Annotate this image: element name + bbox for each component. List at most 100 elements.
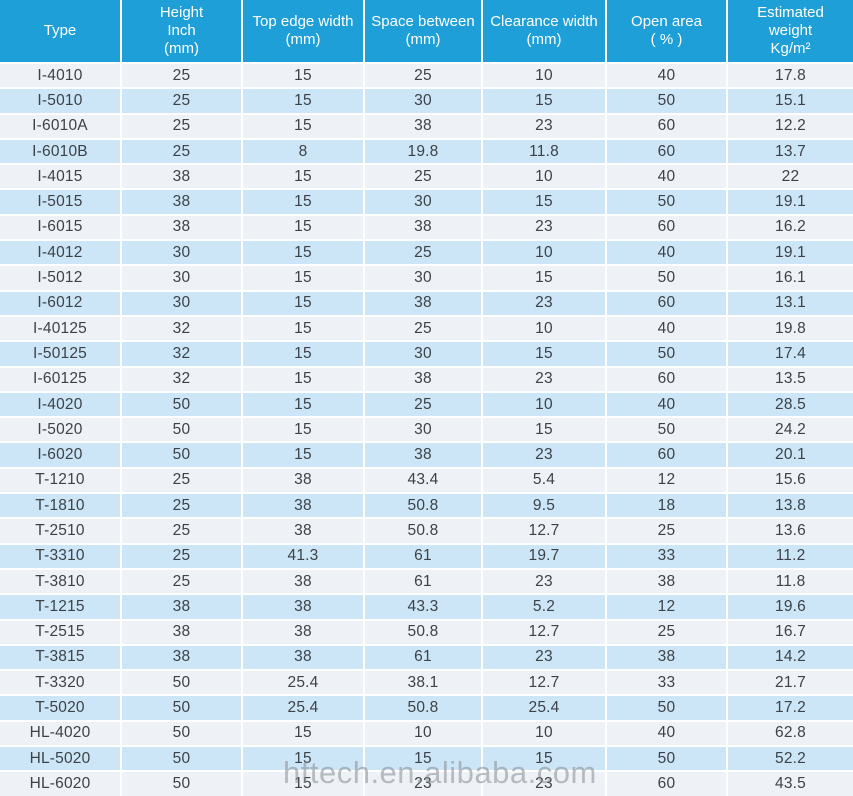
value-cell: 38 (122, 645, 241, 670)
value-cell: 61 (365, 544, 481, 568)
value-cell: 15 (483, 190, 605, 214)
value-cell: 13.5 (728, 367, 853, 391)
value-cell: 25 (122, 519, 241, 543)
value-cell: 38 (365, 215, 481, 240)
table-header-row: Type Height Inch (mm) Top edge width (mm… (0, 0, 853, 62)
type-cell: T-2515 (0, 620, 120, 644)
value-cell: 12.7 (483, 671, 605, 695)
value-cell: 50 (122, 671, 241, 695)
column-header-space-between: Space between (mm) (365, 0, 481, 62)
value-cell: 23 (483, 772, 605, 796)
value-cell: 30 (122, 266, 241, 290)
value-cell: 15 (483, 89, 605, 113)
value-cell: 60 (607, 215, 726, 240)
value-cell: 14.2 (728, 645, 853, 670)
value-cell: 33 (607, 544, 726, 568)
value-cell: 25 (122, 544, 241, 568)
value-cell: 38 (365, 291, 481, 315)
value-cell: 20.1 (728, 443, 853, 467)
value-cell: 24.2 (728, 418, 853, 442)
value-cell: 50 (607, 747, 726, 771)
value-cell: 38 (243, 645, 363, 670)
value-cell: 50 (122, 747, 241, 771)
type-cell: I-5015 (0, 190, 120, 214)
value-cell: 60 (607, 291, 726, 315)
value-cell: 38 (122, 165, 241, 189)
value-cell: 23 (483, 114, 605, 138)
value-cell: 22 (728, 165, 853, 189)
value-cell: 23 (483, 367, 605, 391)
type-cell: I-6020 (0, 443, 120, 467)
value-cell: 52.2 (728, 747, 853, 771)
value-cell: 38 (607, 645, 726, 670)
value-cell: 60 (607, 139, 726, 164)
value-cell: 30 (365, 190, 481, 214)
value-cell: 40 (607, 316, 726, 341)
value-cell: 38 (365, 114, 481, 138)
value-cell: 10 (483, 165, 605, 189)
value-cell: 23 (483, 291, 605, 315)
value-cell: 10 (483, 64, 605, 88)
table-row: T-3310 25 41.3 61 19.7 33 11.2 (0, 544, 853, 568)
value-cell: 25 (365, 316, 481, 341)
value-cell: 38 (365, 443, 481, 467)
type-cell: I-40125 (0, 316, 120, 341)
value-cell: 60 (607, 114, 726, 138)
table-row: I-6010A 25 15 38 23 60 12.2 (0, 114, 853, 138)
value-cell: 19.6 (728, 595, 853, 619)
type-cell: T-3310 (0, 544, 120, 568)
value-cell: 60 (607, 367, 726, 391)
value-cell: 50 (122, 392, 241, 417)
value-cell: 38 (243, 595, 363, 619)
value-cell: 40 (607, 64, 726, 88)
table-row: I-6010B 25 8 19.8 11.8 60 13.7 (0, 139, 853, 164)
value-cell: 8 (243, 139, 363, 164)
value-cell: 15 (243, 114, 363, 138)
value-cell: 19.7 (483, 544, 605, 568)
value-cell: 41.3 (243, 544, 363, 568)
value-cell: 50.8 (365, 494, 481, 518)
value-cell: 43.5 (728, 772, 853, 796)
value-cell: 50 (607, 418, 726, 442)
value-cell: 50.8 (365, 519, 481, 543)
table-row: I-40125 32 15 25 10 40 19.8 (0, 316, 853, 341)
column-header-clearance-width: Clearance width (mm) (483, 0, 605, 62)
value-cell: 30 (122, 241, 241, 265)
value-cell: 19.8 (365, 139, 481, 164)
value-cell: 38 (243, 519, 363, 543)
value-cell: 38 (243, 468, 363, 493)
value-cell: 40 (607, 392, 726, 417)
table-row: I-6012 30 15 38 23 60 13.1 (0, 291, 853, 315)
value-cell: 23 (483, 569, 605, 594)
table-row: T-3810 25 38 61 23 38 11.8 (0, 569, 853, 594)
table-row: I-6015 38 15 38 23 60 16.2 (0, 215, 853, 240)
value-cell: 18 (607, 494, 726, 518)
column-header-type: Type (0, 0, 120, 62)
type-cell: I-4020 (0, 392, 120, 417)
table-row: T-5020 50 25.4 50.8 25.4 50 17.2 (0, 696, 853, 720)
table-row: I-4012 30 15 25 10 40 19.1 (0, 241, 853, 265)
value-cell: 17.2 (728, 696, 853, 720)
value-cell: 19.1 (728, 190, 853, 214)
value-cell: 40 (607, 241, 726, 265)
value-cell: 38 (243, 494, 363, 518)
type-cell: HL-6020 (0, 772, 120, 796)
table-row: T-1810 25 38 50.8 9.5 18 13.8 (0, 494, 853, 518)
value-cell: 19.8 (728, 316, 853, 341)
value-cell: 15 (243, 392, 363, 417)
value-cell: 50 (607, 89, 726, 113)
value-cell: 61 (365, 645, 481, 670)
value-cell: 33 (607, 671, 726, 695)
table-row: T-3320 50 25.4 38.1 12.7 33 21.7 (0, 671, 853, 695)
value-cell: 10 (483, 316, 605, 341)
value-cell: 50 (607, 696, 726, 720)
value-cell: 38 (122, 215, 241, 240)
column-header-height: Height Inch (mm) (122, 0, 241, 62)
value-cell: 38 (122, 620, 241, 644)
type-cell: T-1210 (0, 468, 120, 493)
value-cell: 32 (122, 342, 241, 366)
value-cell: 15 (243, 266, 363, 290)
value-cell: 17.4 (728, 342, 853, 366)
value-cell: 50 (122, 772, 241, 796)
